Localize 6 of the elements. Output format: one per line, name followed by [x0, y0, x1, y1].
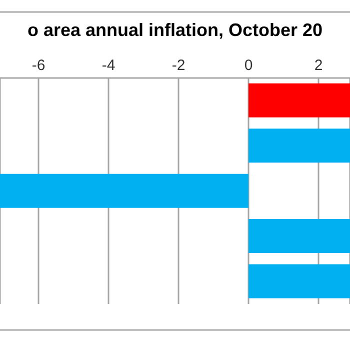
x-tick-label: 0	[244, 57, 253, 74]
x-tick-label: -2	[172, 57, 186, 74]
x-tick-label: -4	[102, 57, 116, 74]
x-tick-label: 2	[314, 57, 323, 74]
x-tick-label: -6	[32, 57, 46, 74]
chart-title: o area annual inflation, October 20	[26, 20, 324, 41]
